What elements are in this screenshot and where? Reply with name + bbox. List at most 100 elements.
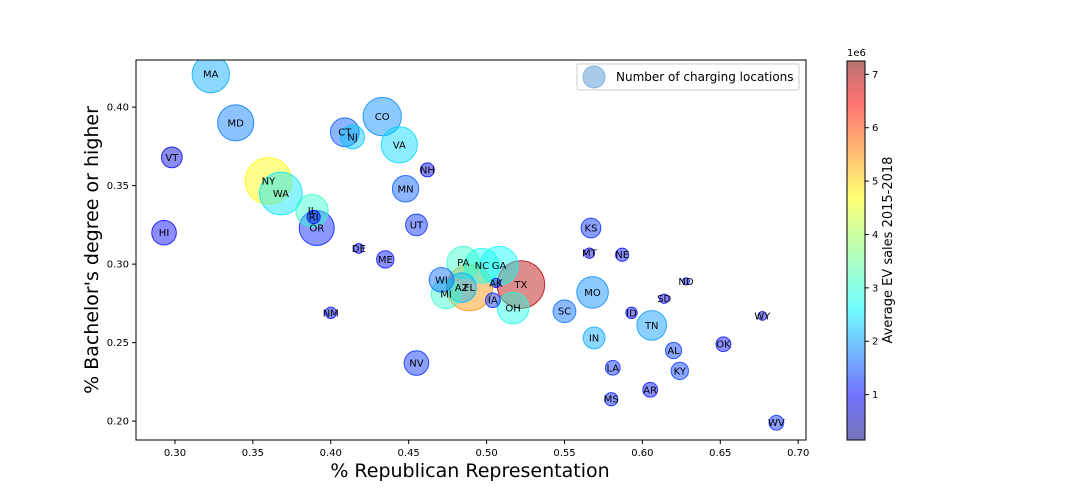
colorbar-ticks: 1 2 3 4 5 6 7 <box>865 70 878 401</box>
point-ma <box>191 60 230 94</box>
colorbar-label: Average EV sales 2015-2018 <box>881 157 896 344</box>
point-ia <box>484 292 501 309</box>
point-label-il: IL <box>308 206 317 217</box>
point-label-ms: MS <box>604 395 619 406</box>
y-tick-label: 0.20 <box>107 417 129 428</box>
point-nh <box>419 162 435 178</box>
point-nc <box>463 247 500 284</box>
colorbar-tick-label: 1 <box>872 390 878 401</box>
point-label-nm: NM <box>323 308 339 319</box>
point-ar <box>642 381 659 398</box>
y-axis-label: % Bachelor's degree or higher <box>81 106 103 394</box>
x-tick-label: 0.60 <box>631 448 653 459</box>
point-label-md: MD <box>228 118 245 129</box>
y-tick-label: 0.30 <box>107 260 129 271</box>
point-label-ma: MA <box>203 70 219 81</box>
point-label-mi: MI <box>440 289 452 300</box>
point-label-tn: TN <box>644 321 659 332</box>
point-label-mo: MO <box>584 288 601 299</box>
colorbar-tick-label: 2 <box>872 337 878 348</box>
point-va <box>380 126 418 164</box>
point-label-ar: AR <box>643 385 657 396</box>
point-oh <box>496 291 530 325</box>
legend-box <box>576 63 800 91</box>
point-wy <box>757 311 768 321</box>
colorbar-tick-label: 5 <box>872 177 878 188</box>
point-label-ut: UT <box>410 220 424 231</box>
colorbar-gradient <box>847 61 865 440</box>
point-label-al: AL <box>667 346 680 357</box>
plot-frame <box>135 59 807 441</box>
point-md <box>217 104 255 142</box>
point-label-ne: NE <box>615 250 629 261</box>
y-tick-label: 0.40 <box>107 103 129 114</box>
point-mt <box>583 247 596 259</box>
point-wi <box>428 267 455 293</box>
colorbar-tick-label: 4 <box>872 230 878 241</box>
legend-marker <box>582 65 606 89</box>
point-in <box>582 326 606 350</box>
point-label-nv: NV <box>409 359 423 370</box>
point-label-de: DE <box>352 244 366 255</box>
point-tn <box>636 310 668 341</box>
point-mn <box>391 175 420 203</box>
point-label-ia: IA <box>488 296 498 307</box>
point-label-id: ID <box>626 308 637 319</box>
point-ny <box>244 157 293 205</box>
point-label-nh: NH <box>420 165 435 176</box>
point-co <box>362 96 402 137</box>
colorbar-frame <box>846 60 866 441</box>
point-nd <box>681 277 691 286</box>
x-tick-label: 0.40 <box>320 448 342 459</box>
point-mo <box>576 276 609 309</box>
point-label-nc: NC <box>475 261 489 272</box>
colorbar-tick-label: 6 <box>872 123 878 134</box>
point-nm <box>324 306 337 320</box>
point-mi <box>430 278 462 310</box>
point-label-ri: RI <box>309 213 319 224</box>
point-ne <box>615 247 630 262</box>
point-label-hi: HI <box>159 228 169 239</box>
point-label-wy: WY <box>754 311 771 322</box>
point-label-fl: FL <box>464 283 476 294</box>
point-label-wa: WA <box>273 189 289 200</box>
colorbar: 1 2 3 4 5 6 7 1e6 Average EV sales 2015-2018 <box>846 48 896 441</box>
point-label-me: ME <box>378 255 393 266</box>
point-sc <box>552 299 577 324</box>
x-tick-label: 0.30 <box>164 448 186 459</box>
legend-label: Number of charging locations <box>616 70 794 84</box>
point-ak <box>490 277 502 289</box>
x-tick-label: 0.65 <box>709 448 731 459</box>
point-nj <box>340 124 365 150</box>
point-pa <box>446 245 480 280</box>
point-label-wv: WV <box>768 418 785 429</box>
point-label-az: AZ <box>455 283 469 294</box>
point-label-ky: KY <box>674 366 687 377</box>
x-tick-label: 0.45 <box>398 448 420 459</box>
y-tick-label: 0.35 <box>107 181 129 192</box>
point-sd <box>659 293 670 304</box>
point-label-pa: PA <box>457 258 469 269</box>
point-ri <box>306 209 321 225</box>
point-label-la: LA <box>606 363 619 374</box>
point-label-mt: MT <box>582 249 598 260</box>
point-label-va: VA <box>393 140 406 151</box>
point-az <box>446 272 477 303</box>
y-axis-ticks: 0.20 0.25 0.30 0.35 0.40 <box>107 103 136 428</box>
point-label-nj: NJ <box>347 132 357 143</box>
point-label-ak: AK <box>489 278 503 289</box>
point-label-oh: OH <box>505 304 520 315</box>
colorbar-tick-label: 7 <box>872 70 878 81</box>
point-label-ok: OK <box>716 340 731 351</box>
point-label-co: CO <box>375 112 390 123</box>
x-tick-label: 0.70 <box>787 448 809 459</box>
x-tick-label: 0.55 <box>553 448 575 459</box>
point-ky <box>670 361 689 381</box>
colorbar-multiplier: 1e6 <box>847 48 866 59</box>
point-label-in: IN <box>589 333 599 344</box>
point-label-tx: TX <box>513 280 527 291</box>
point-wv <box>768 414 785 431</box>
point-label-vt: VT <box>165 153 179 164</box>
point-nv <box>403 350 430 376</box>
